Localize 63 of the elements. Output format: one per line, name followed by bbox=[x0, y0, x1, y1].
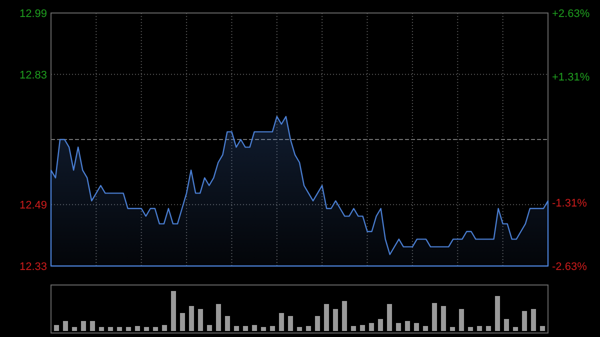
bar bbox=[162, 325, 167, 331]
bar bbox=[477, 326, 482, 331]
bar bbox=[117, 327, 122, 331]
bar bbox=[495, 296, 500, 331]
bar bbox=[54, 325, 59, 331]
y2-tick-label: -2.63% bbox=[552, 261, 588, 273]
bar bbox=[243, 326, 248, 331]
bar bbox=[135, 326, 140, 331]
bar bbox=[126, 327, 131, 331]
bar bbox=[369, 323, 374, 331]
bar bbox=[81, 321, 86, 331]
bar bbox=[315, 316, 320, 331]
bar bbox=[63, 321, 68, 331]
bar bbox=[414, 323, 419, 331]
bar bbox=[234, 326, 239, 331]
bar bbox=[144, 327, 149, 331]
y2-tick-label: +1.31% bbox=[552, 71, 590, 84]
bar bbox=[531, 309, 536, 331]
y-tick-label: 12.49 bbox=[19, 200, 47, 212]
y2-tick-label: -1.31% bbox=[552, 198, 588, 210]
bar bbox=[351, 326, 356, 331]
bar bbox=[540, 326, 545, 331]
bar bbox=[513, 327, 518, 331]
bar bbox=[324, 304, 329, 331]
y2-tick-label: +2.63% bbox=[552, 8, 590, 20]
bar bbox=[342, 301, 347, 331]
bar bbox=[99, 327, 104, 331]
bar bbox=[270, 326, 275, 331]
bar bbox=[441, 306, 446, 331]
bar bbox=[504, 319, 509, 331]
bar bbox=[108, 327, 113, 331]
bar bbox=[378, 319, 383, 331]
bar bbox=[261, 327, 266, 331]
y-tick-label: 12.33 bbox=[19, 261, 47, 273]
y-tick-label: 12.83 bbox=[19, 69, 47, 82]
bar bbox=[387, 304, 392, 331]
bar bbox=[90, 321, 95, 331]
bar bbox=[522, 311, 527, 331]
bar bbox=[423, 326, 428, 331]
bar bbox=[306, 326, 311, 331]
bar bbox=[171, 291, 176, 331]
bar bbox=[396, 323, 401, 331]
bar bbox=[288, 316, 293, 331]
bar bbox=[450, 327, 455, 331]
y-tick-label: 12.99 bbox=[19, 8, 47, 20]
bar bbox=[180, 313, 185, 331]
bar bbox=[153, 327, 158, 331]
bar bbox=[72, 327, 77, 331]
bar bbox=[360, 325, 365, 331]
bar bbox=[486, 326, 491, 331]
bar bbox=[405, 321, 410, 331]
bar bbox=[333, 309, 338, 331]
bar bbox=[225, 316, 230, 331]
bar bbox=[207, 325, 212, 331]
bar bbox=[198, 309, 203, 331]
bar bbox=[468, 327, 473, 331]
bar bbox=[189, 306, 194, 331]
bar bbox=[216, 304, 221, 331]
bar bbox=[279, 313, 284, 331]
bar bbox=[297, 327, 302, 331]
bar bbox=[432, 303, 437, 331]
bar bbox=[459, 309, 464, 331]
bar bbox=[252, 325, 257, 331]
